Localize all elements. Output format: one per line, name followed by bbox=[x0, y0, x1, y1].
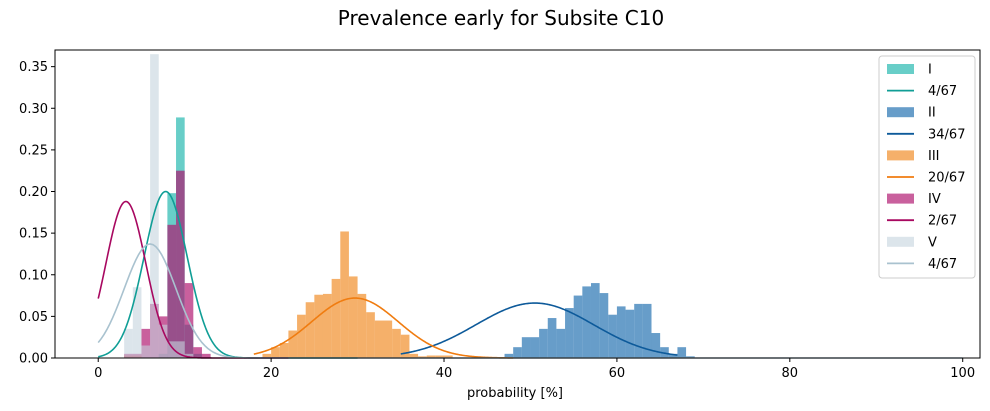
x-tick-label: 20 bbox=[263, 366, 280, 381]
legend-swatch bbox=[887, 64, 914, 74]
series-V-bars bbox=[124, 54, 194, 358]
legend-label: 2/67 bbox=[928, 214, 957, 229]
histogram-bar bbox=[677, 347, 687, 358]
histogram-bar bbox=[340, 231, 349, 358]
histogram-bar bbox=[513, 347, 522, 358]
histogram-bar bbox=[305, 302, 315, 358]
density-curves bbox=[97, 190, 963, 359]
histogram-bar bbox=[167, 341, 177, 358]
legend-label: 20/67 bbox=[928, 171, 965, 186]
histogram-bar bbox=[262, 353, 272, 358]
series-II-bars bbox=[504, 283, 695, 358]
histogram-bar bbox=[530, 337, 540, 358]
density-curve-III bbox=[253, 297, 514, 359]
histogram-bar bbox=[616, 306, 626, 358]
histogram-bar bbox=[124, 328, 133, 358]
histogram-bar bbox=[565, 308, 574, 358]
histogram-bar bbox=[201, 353, 211, 358]
legend-swatch bbox=[887, 193, 914, 204]
histogram-bar bbox=[271, 347, 280, 358]
histogram-bar bbox=[132, 287, 142, 358]
histogram-bar bbox=[625, 309, 635, 358]
histogram-bar bbox=[193, 347, 202, 358]
histogram-bar bbox=[331, 278, 341, 358]
histogram-bar bbox=[167, 224, 177, 358]
histogram-bar bbox=[322, 293, 332, 358]
legend-swatch bbox=[887, 236, 914, 247]
y-axis: 0.00 0.05 0.10 0.15 0.20 0.25 0.30 0.35 bbox=[19, 60, 55, 367]
histogram-bar bbox=[608, 314, 617, 358]
histogram-bar bbox=[435, 355, 445, 358]
histogram-bar bbox=[348, 276, 358, 358]
histogram-bar bbox=[383, 320, 393, 358]
chart-title: Prevalence early for Subsite C10 bbox=[338, 6, 664, 30]
histogram-bar bbox=[556, 328, 566, 358]
x-tick-label: 0 bbox=[94, 366, 102, 381]
histogram-bar bbox=[573, 295, 583, 358]
histogram-bar bbox=[668, 353, 678, 358]
y-tick-label: 0.15 bbox=[19, 227, 48, 242]
histogram-bar bbox=[539, 328, 548, 358]
legend: I 4/67 II 34/67 III 20/67 IV 2/67 V 4/67 bbox=[878, 55, 976, 279]
histogram-bar bbox=[634, 303, 643, 358]
histogram-bar bbox=[158, 324, 168, 358]
legend-label: III bbox=[928, 149, 940, 164]
histogram-bar bbox=[357, 293, 367, 358]
series-III-bars bbox=[124, 231, 453, 358]
histogram-bar bbox=[642, 303, 652, 358]
histogram-bar bbox=[392, 328, 401, 358]
histogram-bar bbox=[176, 170, 185, 358]
x-axis-label: probability [%] bbox=[467, 386, 563, 401]
histogram-bar bbox=[686, 356, 695, 358]
histogram-bar bbox=[418, 356, 427, 358]
x-tick-label: 100 bbox=[950, 366, 975, 381]
histogram-bar bbox=[184, 353, 194, 358]
y-tick-label: 0.30 bbox=[19, 102, 48, 117]
legend-label: I bbox=[928, 63, 932, 78]
axes-frame bbox=[54, 49, 981, 359]
y-tick-label: 0.25 bbox=[19, 143, 48, 158]
density-curve-II bbox=[400, 302, 678, 356]
legend-label: IV bbox=[928, 192, 941, 207]
histogram-bar bbox=[150, 54, 159, 358]
histogram-bar bbox=[366, 312, 375, 358]
x-tick-label: 40 bbox=[436, 366, 453, 381]
legend-label: V bbox=[928, 235, 937, 250]
legend-label: II bbox=[928, 106, 936, 121]
y-tick-label: 0.00 bbox=[19, 352, 48, 367]
histogram-bar bbox=[314, 294, 323, 358]
x-tick-label: 60 bbox=[609, 366, 626, 381]
histogram-bar bbox=[599, 293, 609, 358]
x-tick-label: 80 bbox=[782, 366, 799, 381]
legend-swatch bbox=[887, 107, 914, 118]
histogram-bar bbox=[176, 341, 185, 358]
histogram-bar bbox=[409, 353, 419, 358]
histogram-bar bbox=[504, 353, 514, 358]
histogram-bars bbox=[124, 54, 695, 358]
histogram-bar bbox=[297, 314, 306, 358]
y-tick-label: 0.10 bbox=[19, 268, 48, 283]
histogram-bar bbox=[547, 318, 557, 358]
histogram-bar bbox=[400, 334, 410, 358]
histogram-bar bbox=[444, 355, 453, 358]
legend-swatch bbox=[887, 150, 914, 161]
histogram-bar bbox=[279, 343, 289, 358]
histogram-bar bbox=[374, 320, 384, 358]
legend-label: 34/67 bbox=[928, 127, 965, 142]
histogram-bar bbox=[141, 328, 151, 358]
legend-label: 4/67 bbox=[928, 84, 957, 99]
x-axis: 0 20 40 60 80 100 bbox=[94, 358, 975, 381]
histogram-bar bbox=[582, 286, 591, 358]
legend-label: 4/67 bbox=[928, 257, 957, 272]
histogram-bar bbox=[651, 333, 661, 358]
y-tick-label: 0.05 bbox=[19, 310, 48, 325]
y-tick-label: 0.35 bbox=[19, 60, 48, 75]
histogram-bar bbox=[426, 355, 436, 358]
y-tick-label: 0.20 bbox=[19, 185, 48, 200]
histogram-bar bbox=[288, 330, 298, 358]
histogram-bar bbox=[141, 345, 151, 358]
histogram-bar bbox=[590, 283, 600, 358]
histogram-bar bbox=[521, 337, 531, 358]
